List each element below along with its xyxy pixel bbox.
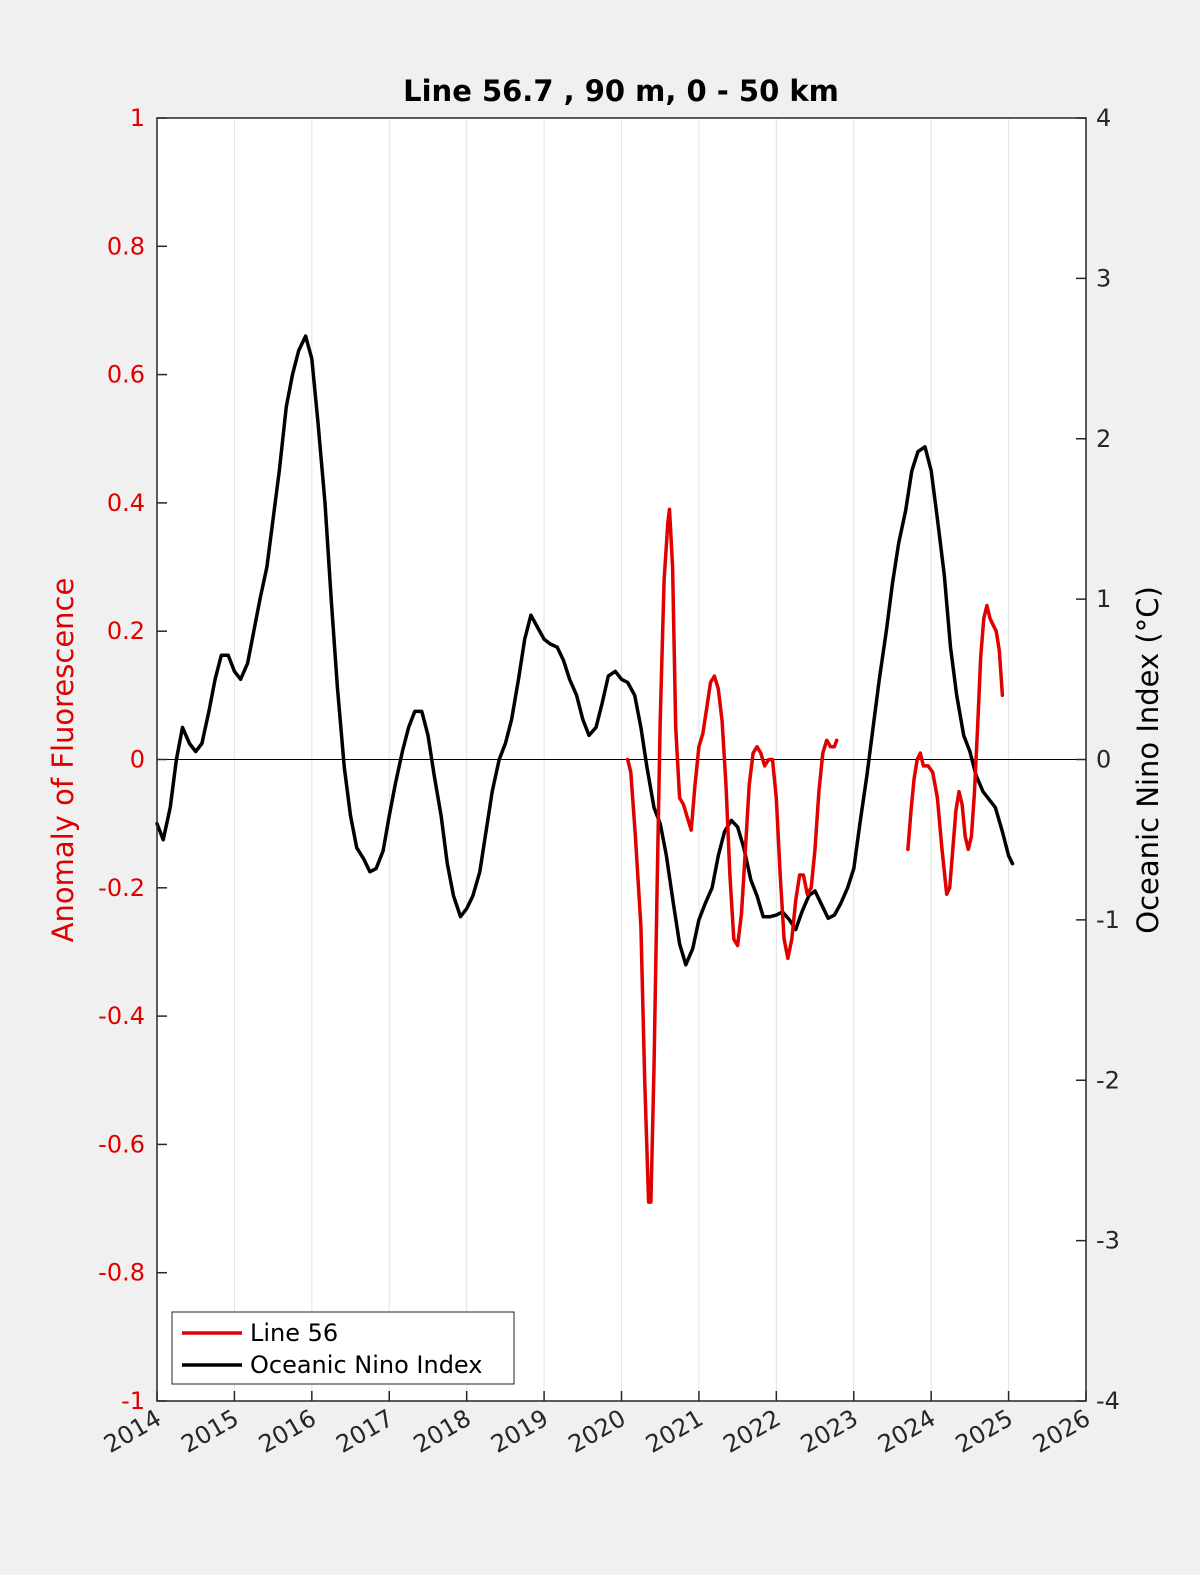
left-y-tick-label: 0.2	[107, 617, 145, 645]
series-line-56-segment-0	[625, 507, 839, 1204]
left-y-axis: -1 -0.8 -0.6 -0.4 -0.2 0 0.2 0.4 0.6 0.8 1	[98, 104, 167, 1415]
right-y-tick-label: 4	[1096, 104, 1111, 132]
right-y-tick-label: 2	[1096, 425, 1111, 453]
right-y-axis-label: Oceanic Nino Index (°C)	[1131, 586, 1165, 934]
series-group	[155, 334, 1015, 1204]
left-y-axis-label: Anomaly of Fluorescence	[46, 578, 80, 943]
legend-box	[171, 1311, 515, 1385]
legend-label-line-56: Line 56	[250, 1319, 338, 1347]
left-y-tick-label: 0.6	[107, 361, 145, 389]
right-y-tick-label: -1	[1096, 906, 1120, 934]
right-y-tick-label: -2	[1096, 1066, 1120, 1094]
left-y-tick-label: 1	[130, 104, 145, 132]
left-y-tick-label: 0	[130, 746, 145, 774]
legend-label-oni: Oceanic Nino Index	[250, 1351, 482, 1379]
right-y-tick-label: -4	[1096, 1387, 1120, 1415]
right-y-tick-label: -3	[1096, 1227, 1120, 1255]
left-y-tick-label: 0.8	[107, 232, 145, 260]
series-line-56-segment-1	[906, 603, 1005, 896]
left-y-tick-label: -0.2	[98, 874, 145, 902]
left-y-tick-label: -1	[121, 1387, 145, 1415]
chart-title: Line 56.7 , 90 m, 0 - 50 km	[403, 74, 839, 108]
left-y-tick-label: -0.4	[98, 1002, 145, 1030]
series-oceanic-nino-index-segment-0	[155, 334, 1015, 967]
right-y-tick-label: 1	[1096, 585, 1111, 613]
right-y-tick-label: 0	[1096, 746, 1111, 774]
left-y-tick-label: -0.6	[98, 1130, 145, 1158]
right-y-axis: -4 -3 -2 -1 0 1 2 3 4	[1076, 104, 1120, 1415]
left-y-tick-label: -0.8	[98, 1259, 145, 1287]
left-y-tick-label: 0.4	[107, 489, 145, 517]
right-y-tick-label: 3	[1096, 264, 1111, 292]
legend: Line 56 Oceanic Nino Index	[171, 1311, 515, 1385]
